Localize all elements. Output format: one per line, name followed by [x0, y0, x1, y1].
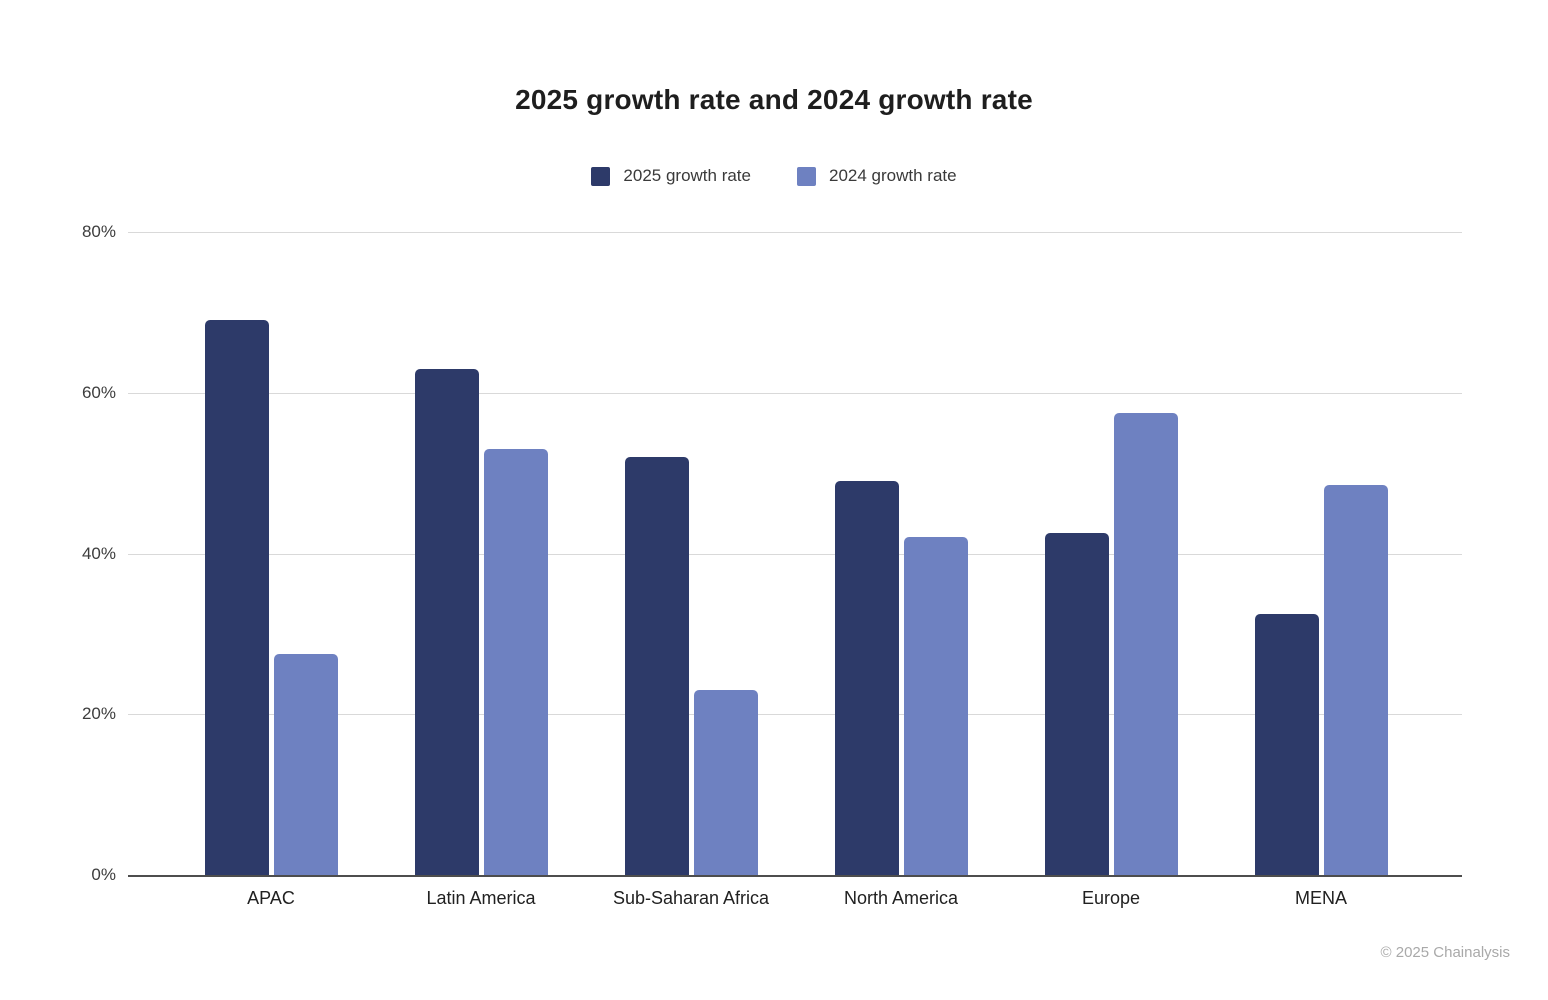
- x-axis-label-mena: MENA: [1294, 888, 1347, 908]
- bar-2024-growth-rate-apac: [273, 653, 338, 875]
- bar-group-sub-saharan-africa: [586, 232, 796, 875]
- legend-swatch-icon: [797, 166, 816, 186]
- x-axis-labels: APAC Latin America Sub-Saharan Africa North…: [128, 888, 1462, 909]
- bar-2025-growth-rate-europe: [1044, 533, 1109, 875]
- bar-2024-growth-rate-europe: [1113, 412, 1178, 875]
- y-tick-label: 20%: [81, 704, 116, 724]
- gridline: [128, 553, 1462, 555]
- x-axis-label-sub-saharan-africa: Sub-Saharan Africa: [612, 888, 770, 908]
- legend-label: 2024 growth rate: [829, 166, 957, 185]
- legend-swatch-icon: [591, 166, 611, 186]
- bar-2024-growth-rate-latin-america: [483, 449, 548, 875]
- bar-2025-growth-rate-mena: [1254, 613, 1319, 875]
- x-axis-label-apac: APAC: [247, 888, 295, 908]
- bar-group-mena: [1216, 232, 1426, 875]
- bar-2024-growth-rate-mena: [1323, 485, 1388, 875]
- y-tick-label: 80%: [81, 222, 116, 241]
- x-axis-label-north-america: North America: [843, 888, 959, 908]
- bar-group-apac: [166, 232, 376, 875]
- chart-title: 2025 growth rate and 2024 growth rate: [515, 84, 1033, 115]
- gridline: [128, 232, 1462, 233]
- legend-item-2024-growth-rate: 2024 growth rate: [797, 166, 957, 186]
- bar-2025-growth-rate-latin-america: [414, 368, 479, 875]
- legend-label: 2025 growth rate: [623, 166, 751, 185]
- bar-2025-growth-rate-apac: [204, 320, 269, 875]
- y-tick-label: 0%: [91, 865, 116, 884]
- gridline: [128, 392, 1462, 394]
- bar-2024-growth-rate-north-america: [903, 537, 968, 875]
- bar-group-europe: [1006, 232, 1216, 875]
- bar-group-latin-america: [376, 232, 586, 875]
- legend: 2025 growth rate 2024 growth rate: [0, 166, 1548, 186]
- gridline: [128, 714, 1462, 716]
- copyright-text: © 2025 Chainalysis: [1380, 944, 1510, 961]
- bars-layer: [128, 232, 1462, 875]
- x-axis-label-latin-america: Latin America: [426, 888, 536, 908]
- y-tick-label: 60%: [81, 382, 116, 402]
- bar-2025-growth-rate-sub-saharan-africa: [624, 457, 689, 875]
- bar-2025-growth-rate-north-america: [834, 481, 899, 875]
- bar-group-north-america: [796, 232, 1006, 875]
- y-tick-label: 40%: [81, 543, 116, 563]
- x-axis-label-europe: Europe: [1081, 888, 1141, 908]
- bar-2024-growth-rate-sub-saharan-africa: [693, 690, 758, 875]
- plot-area: 0% 20% 40% 60% 80% APAC Latin America Sub-Saha…: [82, 222, 1462, 908]
- legend-item-2025-growth-rate: 2025 growth rate: [591, 166, 751, 186]
